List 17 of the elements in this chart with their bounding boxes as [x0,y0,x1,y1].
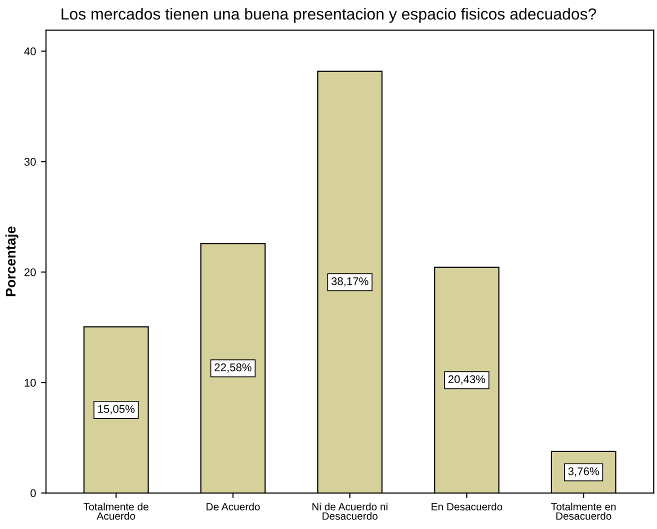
data-label: 20,43% [448,375,486,384]
x-tick-label: Totalmente de Acuerdo [84,502,148,520]
x-tick-label: En Desacuerdo [432,502,502,510]
data-label: 15,05% [98,405,135,414]
y-axis-title: Porcentaje [5,226,18,296]
y-tick-label: 20 [24,268,36,276]
data-label: 3,76% [568,467,599,477]
y-tick-label: 30 [24,158,36,166]
data-label: 38,17% [331,277,368,286]
y-tick-label: 0 [30,489,36,498]
x-tick-label: De Acuerdo [206,502,260,510]
data-label: 22,58% [214,363,252,373]
x-tick-label: Totalmente en Desacuerdo [551,502,616,520]
chart-title: Los mercados tienen una buena presentacion y espacio fisicos adecuados? [62,8,596,23]
y-tick-label: 10 [24,378,36,387]
y-tick-label: 40 [24,47,36,56]
x-tick-label: Ni de Acuerdo ni Desacuerdo [312,502,388,520]
